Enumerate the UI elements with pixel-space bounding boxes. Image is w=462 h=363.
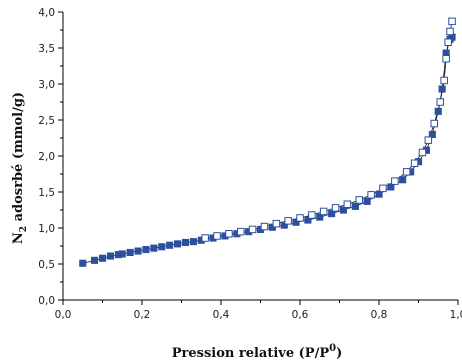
desorption-point (418, 148, 427, 157)
desorption-point (444, 38, 452, 46)
adsorption-point (189, 238, 197, 246)
adsorption-point (118, 250, 126, 258)
adsorption-point (106, 252, 114, 260)
adsorption-point (363, 197, 371, 205)
desorption-point (343, 200, 352, 208)
adsorption-point (434, 107, 442, 115)
y-tick-label: 1,5 (38, 187, 55, 199)
desorption-point (448, 17, 456, 26)
adsorption-point (99, 254, 107, 262)
y-tick-label: 3,0 (38, 79, 55, 91)
x-tick-label: 0,0 (55, 309, 72, 321)
y-tick-label: 2,5 (38, 115, 55, 127)
axis-ticks: 0,0 0,2 0,4 0,6 0,8 1,0 0,0 0,5 1,0 1,5 2,0 2,5 3,0 3… (38, 7, 462, 321)
desorption-point (225, 230, 233, 238)
adsorption-point (292, 218, 300, 226)
desorption-point (442, 55, 450, 63)
desorption-point (430, 119, 438, 128)
x-tick-label: 0,6 (292, 309, 309, 321)
adsorption-point (134, 247, 142, 255)
adsorption-point (150, 244, 158, 252)
series-line-2 (205, 21, 453, 239)
adsorption-point (387, 183, 395, 191)
desorption-point (272, 219, 281, 228)
x-tick-label: 0,2 (134, 309, 151, 321)
adsorption-point (304, 216, 312, 224)
x-axis-label-superscript: 0 (329, 343, 336, 354)
desorption-point (379, 184, 387, 193)
y-axis-label-subscript: 2 (19, 226, 29, 232)
desorption-point (284, 217, 292, 225)
adsorption-point (428, 130, 436, 138)
x-tick-label: 1,0 (450, 309, 462, 321)
y-tick-label: 0,5 (38, 259, 55, 271)
adsorption-point (91, 256, 99, 264)
y-tick-label: 2,0 (38, 151, 55, 163)
desorption-point (391, 177, 399, 185)
adsorption-point (280, 221, 288, 229)
adsorption-point (142, 246, 150, 254)
y-tick-label: 4,0 (38, 7, 55, 19)
desorption-point (201, 234, 209, 242)
adsorption-point (438, 85, 446, 93)
x-axis-label: Pression relative (P/P0) (172, 343, 342, 361)
y-tick-label: 3,5 (38, 43, 55, 55)
desorption-point (248, 225, 257, 234)
adsorption-point (316, 213, 324, 221)
desorption-point (308, 211, 316, 219)
desorption-point (213, 232, 221, 240)
desorption-point (355, 196, 363, 204)
desorption-point (237, 227, 245, 236)
desorption-point (446, 27, 454, 36)
adsorption-point (328, 210, 336, 218)
desorption-point (296, 214, 304, 222)
adsorption-point (126, 248, 134, 256)
y-tick-label: 1,0 (38, 223, 55, 235)
adsorption-point (174, 240, 182, 248)
adsorption-point (339, 206, 348, 214)
desorption-point (331, 204, 340, 212)
adsorption-point (181, 238, 189, 246)
desorption-point (410, 159, 419, 167)
adsorption-point (375, 190, 383, 198)
desorption-point (319, 207, 328, 216)
desorption-point (367, 191, 375, 199)
adsorption-point (166, 241, 174, 249)
y-tick-label: 0,0 (38, 295, 55, 307)
adsorption-point (158, 243, 166, 251)
x-tick-label: 0,4 (213, 309, 230, 321)
desorption-point (440, 76, 448, 85)
x-tick-label: 0,8 (371, 309, 388, 321)
adsorption-point (351, 202, 359, 210)
desorption-point (424, 136, 433, 144)
desorption-point (436, 98, 444, 106)
desorption-point (402, 168, 411, 176)
desorption-point (260, 222, 269, 231)
y-axis-label: N2 adosrbé (mmol/g) (11, 92, 29, 244)
data-markers (79, 17, 456, 267)
adsorption-point (79, 259, 87, 267)
adsorption-point (399, 176, 407, 184)
